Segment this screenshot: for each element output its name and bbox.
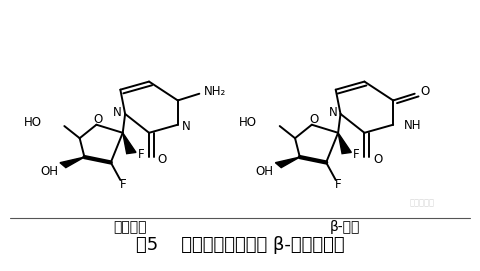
Polygon shape — [60, 157, 84, 168]
Text: HO: HO — [24, 115, 41, 128]
Text: F: F — [120, 178, 126, 191]
Text: O: O — [309, 113, 318, 126]
Text: 吉西他滨: 吉西他滨 — [113, 220, 147, 234]
Text: O: O — [157, 153, 167, 166]
Polygon shape — [123, 133, 136, 154]
Polygon shape — [276, 157, 300, 168]
Text: O: O — [373, 153, 382, 166]
Text: O: O — [94, 113, 103, 126]
Text: N: N — [113, 106, 122, 119]
Text: HO: HO — [239, 115, 257, 128]
Text: β-尿苷: β-尿苷 — [330, 220, 360, 234]
Text: N: N — [328, 106, 337, 119]
Text: NH₂: NH₂ — [204, 85, 227, 98]
Polygon shape — [338, 133, 351, 154]
Text: O: O — [420, 85, 430, 98]
Text: F: F — [353, 149, 360, 162]
Text: 喜峪检测网: 喜峪检测网 — [409, 198, 434, 207]
Text: N: N — [182, 120, 191, 133]
Text: OH: OH — [40, 165, 58, 178]
Text: F: F — [335, 178, 341, 191]
Text: OH: OH — [255, 165, 274, 178]
Text: F: F — [138, 149, 144, 162]
Text: 图5    吉西他滨及其杂质 β-尿苷结构式: 图5 吉西他滨及其杂质 β-尿苷结构式 — [136, 236, 344, 254]
Text: NH: NH — [404, 119, 421, 132]
